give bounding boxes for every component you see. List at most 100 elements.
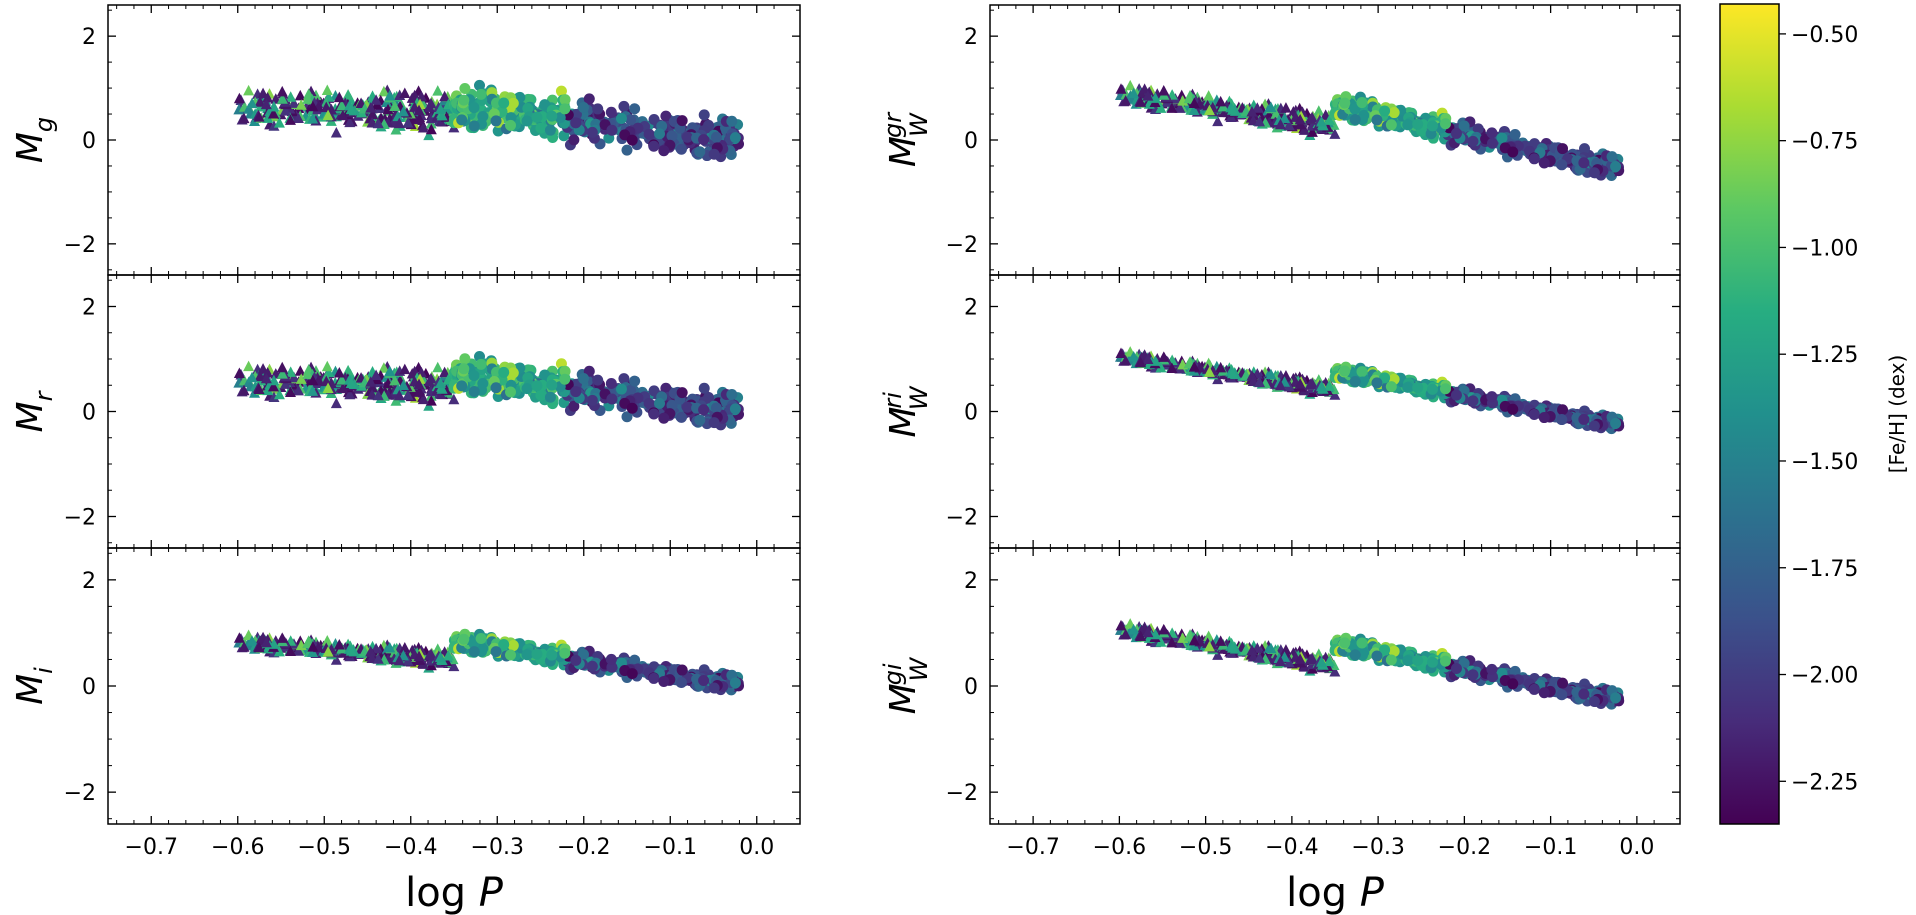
data-point-triangle <box>279 105 291 116</box>
data-point-triangle <box>370 369 382 380</box>
data-point-circle <box>492 125 504 137</box>
data-point-circle <box>660 382 672 394</box>
data-point-circle <box>1450 389 1462 401</box>
data-point-triangle <box>1203 90 1215 101</box>
data-point-triangle <box>423 101 435 112</box>
data-point-circle <box>729 677 741 689</box>
data-point-triangle <box>382 377 394 389</box>
data-point-triangle <box>273 388 285 400</box>
data-point-triangle <box>260 372 272 384</box>
data-point-circle <box>1427 120 1439 132</box>
data-point-triangle <box>1294 113 1306 125</box>
data-point-triangle <box>1218 106 1230 118</box>
data-point-triangle <box>246 635 258 646</box>
data-point-triangle <box>233 92 245 104</box>
data-point-circle <box>726 115 738 127</box>
data-point-circle <box>458 363 470 375</box>
data-point-circle <box>1371 650 1383 662</box>
data-point-circle <box>559 103 571 115</box>
data-point-triangle <box>414 98 426 110</box>
data-point-circle <box>698 382 710 394</box>
data-point-triangle <box>268 391 280 403</box>
colorbar-tick-label: −2.00 <box>1791 664 1858 689</box>
data-point-circle <box>1371 114 1383 126</box>
data-point-circle <box>1356 366 1368 378</box>
colorbar-tick-label: −0.75 <box>1791 130 1858 155</box>
data-point-triangle <box>399 641 411 653</box>
data-point-circle <box>625 114 637 126</box>
data-point-triangle <box>284 645 296 656</box>
data-point-circle <box>666 399 678 411</box>
data-point-circle <box>1385 381 1397 393</box>
data-point-triangle <box>1246 106 1258 117</box>
data-point-triangle <box>342 89 354 100</box>
colorbar-tick-label: −1.25 <box>1791 343 1858 368</box>
data-point-triangle <box>307 385 319 396</box>
data-point-triangle <box>365 645 377 657</box>
data-point-triangle <box>279 378 291 389</box>
data-point-triangle <box>372 117 384 129</box>
data-point-triangle <box>390 123 402 135</box>
data-point-circle <box>468 646 480 658</box>
ylabel-gi: MgiW <box>879 656 933 714</box>
x-tick-label: −0.6 <box>1093 835 1146 860</box>
data-point-triangle <box>414 385 426 397</box>
data-point-circle <box>681 131 693 143</box>
data-point-triangle <box>393 654 405 666</box>
data-point-triangle <box>276 85 288 97</box>
data-point-circle <box>539 99 551 111</box>
y-tick-label: 0 <box>964 129 978 154</box>
data-point-triangle <box>276 93 288 104</box>
data-point-triangle <box>1251 102 1263 113</box>
data-point-circle <box>498 366 510 378</box>
x-tick-label: −0.4 <box>1265 835 1318 860</box>
scatter-points <box>233 79 1625 710</box>
panel-gr <box>989 4 1681 276</box>
y-tick-label: −2 <box>946 233 978 258</box>
data-point-circle <box>468 386 480 398</box>
data-point-circle <box>458 633 470 645</box>
data-point-triangle <box>393 117 405 129</box>
data-point-triangle <box>436 383 448 394</box>
data-point-circle <box>708 682 720 694</box>
y-tick-label: −2 <box>64 781 96 806</box>
data-point-circle <box>586 394 598 406</box>
data-point-circle <box>1412 655 1424 667</box>
data-point-circle <box>1450 662 1462 674</box>
data-point-circle <box>592 103 604 115</box>
data-point-triangle <box>1158 351 1170 362</box>
x-tick-label: −0.2 <box>557 835 610 860</box>
data-point-circle <box>1458 120 1470 132</box>
y-tick-label: 0 <box>82 675 96 700</box>
data-point-triangle <box>333 91 345 103</box>
data-point-triangle <box>384 365 396 377</box>
data-point-triangle <box>1174 102 1186 113</box>
data-point-triangle <box>262 384 274 396</box>
x-tick-label: −0.3 <box>471 835 524 860</box>
data-point-circle <box>1402 119 1414 131</box>
data-point-triangle <box>423 649 435 661</box>
data-point-triangle <box>246 371 258 383</box>
data-point-circle <box>618 373 630 385</box>
data-point-triangle <box>253 111 265 122</box>
data-point-circle <box>648 113 660 125</box>
data-point-circle <box>544 124 556 136</box>
data-point-triangle <box>307 641 319 652</box>
data-point-triangle <box>322 646 334 657</box>
y-tick-label: 0 <box>964 675 978 700</box>
data-point-circle <box>459 353 471 365</box>
data-point-triangle <box>448 393 460 405</box>
data-point-triangle <box>253 383 265 395</box>
data-point-circle <box>1472 123 1484 135</box>
data-point-triangle <box>436 109 448 121</box>
data-point-triangle <box>1166 102 1178 113</box>
data-point-circle <box>1538 687 1550 699</box>
data-point-triangle <box>321 635 333 646</box>
data-point-triangle <box>268 107 280 119</box>
data-point-circle <box>729 132 741 144</box>
data-point-circle <box>1349 114 1361 126</box>
data-point-triangle <box>260 636 272 648</box>
data-point-circle <box>1439 655 1451 667</box>
data-point-triangle <box>1176 89 1188 101</box>
data-point-circle <box>1538 412 1550 424</box>
